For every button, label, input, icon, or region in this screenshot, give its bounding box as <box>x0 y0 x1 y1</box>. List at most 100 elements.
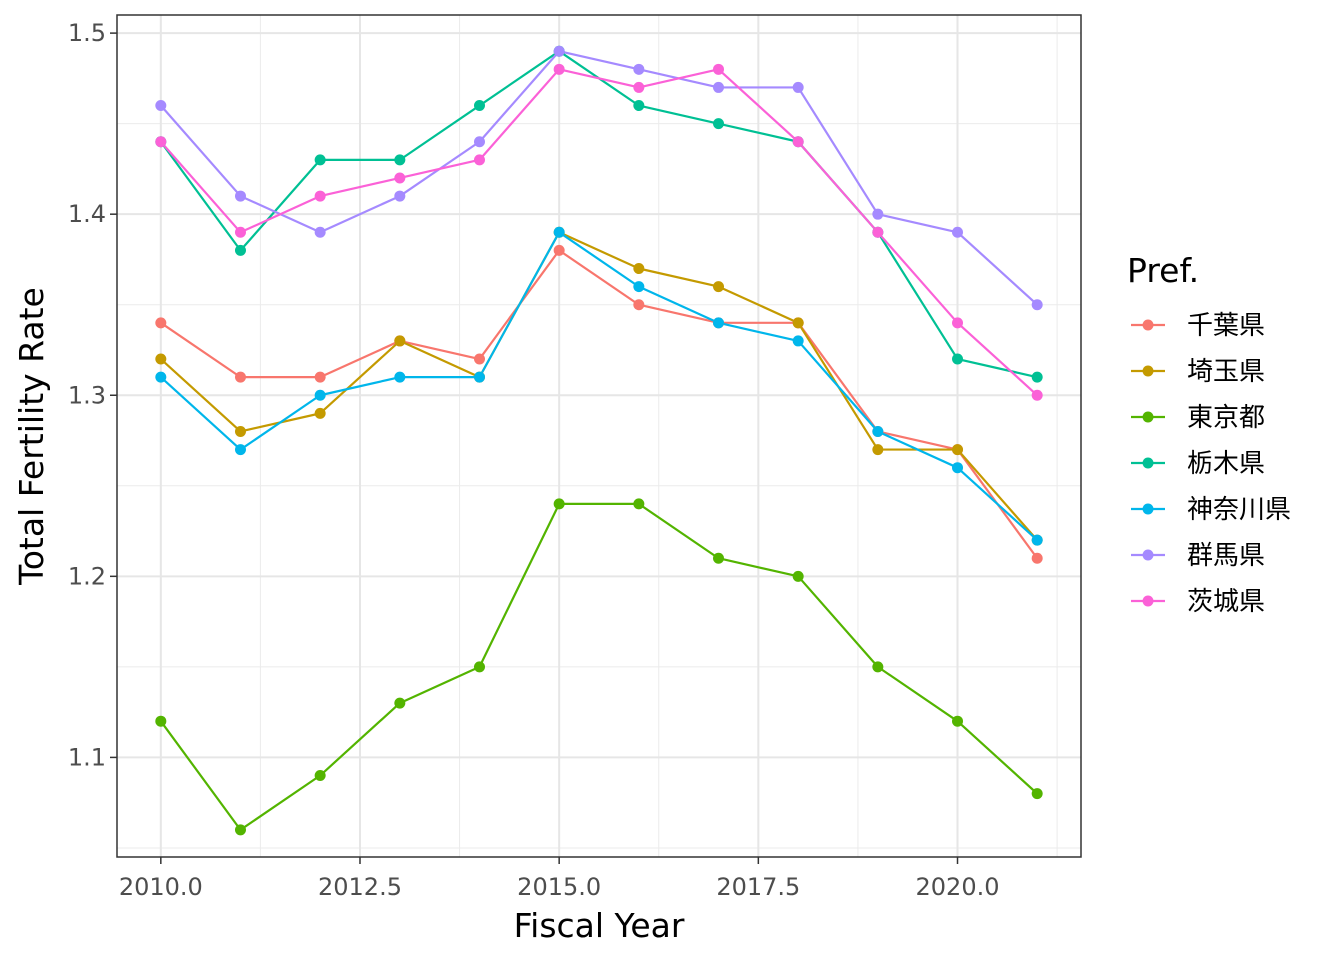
series-line <box>160 231 1039 541</box>
data-point <box>314 190 326 202</box>
data-point <box>234 244 246 256</box>
series-line <box>159 502 1038 831</box>
data-point <box>792 317 804 329</box>
data-point <box>952 353 964 365</box>
legend-label: 千葉県 <box>1187 311 1265 341</box>
legend-item: 茨城県 <box>1131 587 1265 617</box>
data-point <box>314 371 326 383</box>
legend-label: 栃木県 <box>1187 449 1265 479</box>
data-point <box>713 81 725 93</box>
data-point <box>1031 299 1043 311</box>
data-point <box>872 226 884 238</box>
series-line <box>159 68 1038 397</box>
data-point <box>155 100 167 112</box>
data-point <box>713 552 725 564</box>
x-tick-label: 2012.5 <box>318 873 402 901</box>
data-point <box>952 715 964 727</box>
x-tick-label: 2010.0 <box>119 873 203 901</box>
data-point <box>394 371 406 383</box>
series-line <box>160 249 1039 559</box>
data-point <box>952 444 964 456</box>
data-point <box>872 444 884 456</box>
x-axis-title: Fiscal Year <box>514 906 685 945</box>
data-point <box>633 263 645 275</box>
series-2 <box>160 231 1039 541</box>
data-point <box>633 63 645 75</box>
plot-panel <box>116 14 1082 858</box>
legend-item: 埼玉県 <box>1131 357 1265 387</box>
data-point <box>713 317 725 329</box>
legend-label: 群馬県 <box>1187 541 1265 571</box>
series-line <box>159 50 1038 306</box>
legend-item: 千葉県 <box>1131 311 1265 341</box>
series-points-6 <box>155 45 1043 311</box>
data-point <box>394 697 406 709</box>
x-tick-label: 2020.0 <box>916 873 1000 901</box>
legend-item: 神奈川県 <box>1131 495 1291 525</box>
legend-item: 群馬県 <box>1131 541 1265 571</box>
data-point <box>633 299 645 311</box>
data-point <box>872 661 884 673</box>
legend-key-point <box>1142 595 1154 607</box>
data-point <box>314 389 326 401</box>
data-point <box>234 425 246 437</box>
data-point <box>952 462 964 474</box>
legend-label: 東京都 <box>1187 403 1265 433</box>
data-point <box>792 570 804 582</box>
series-7 <box>159 68 1038 397</box>
data-point <box>792 136 804 148</box>
legend-key-point <box>1142 457 1154 469</box>
data-point <box>155 317 167 329</box>
legend-key-point <box>1142 411 1154 423</box>
data-point <box>713 281 725 293</box>
data-point <box>952 226 964 238</box>
data-point <box>155 371 167 383</box>
legend-label: 茨城県 <box>1187 587 1265 617</box>
data-point <box>314 226 326 238</box>
x-axis: 2010.0 2012.5 2015.0 2017.5 2020.0 <box>119 857 1000 901</box>
data-point <box>394 154 406 166</box>
series-6 <box>159 50 1038 306</box>
data-point <box>633 498 645 510</box>
legend-title: Pref. <box>1127 251 1199 290</box>
legend-key-point <box>1142 365 1154 377</box>
data-point <box>234 824 246 836</box>
data-point <box>1031 552 1043 564</box>
data-point <box>553 226 565 238</box>
legend-label: 神奈川県 <box>1187 495 1291 525</box>
y-tick-label: 1.1 <box>68 743 106 771</box>
data-point <box>234 226 246 238</box>
data-point <box>553 244 565 256</box>
panel-border <box>116 14 1082 858</box>
series-points-5 <box>155 226 1043 546</box>
legend-key-point <box>1142 549 1154 561</box>
data-point <box>234 190 246 202</box>
series-1 <box>160 249 1039 559</box>
y-tick-label: 1.3 <box>68 381 106 409</box>
data-point <box>155 136 167 148</box>
data-point <box>155 715 167 727</box>
series-5 <box>160 231 1038 541</box>
data-point <box>234 444 246 456</box>
series-line <box>160 231 1038 541</box>
data-point <box>553 498 565 510</box>
data-point <box>1031 534 1043 546</box>
data-point <box>473 353 485 365</box>
series-points-7 <box>155 63 1043 401</box>
y-tick-label: 1.2 <box>68 562 106 590</box>
y-axis-title: Total Fertility Rate <box>12 287 51 586</box>
series-3 <box>159 502 1038 831</box>
legend-label: 埼玉県 <box>1187 357 1265 387</box>
data-point <box>792 81 804 93</box>
data-point <box>1031 389 1043 401</box>
data-point <box>872 425 884 437</box>
data-point <box>872 208 884 220</box>
x-tick-label: 2015.0 <box>517 873 601 901</box>
data-point <box>314 154 326 166</box>
data-point <box>553 63 565 75</box>
legend-key-point <box>1142 319 1154 331</box>
legend-item: 東京都 <box>1131 403 1265 433</box>
data-point <box>952 317 964 329</box>
